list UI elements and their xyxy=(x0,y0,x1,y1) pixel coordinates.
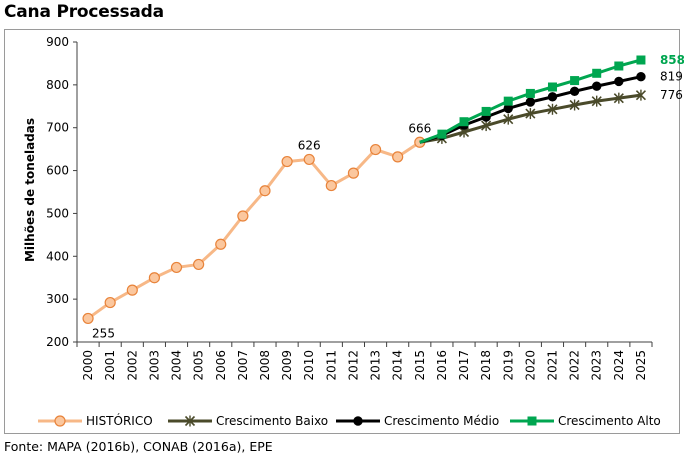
data-label: 255 xyxy=(92,326,115,340)
series-line-hist-rico xyxy=(87,141,421,320)
data-point xyxy=(614,76,624,87)
y-tick-label: 700 xyxy=(46,121,69,135)
x-tick-label: 2014 xyxy=(391,350,405,381)
x-tick-label: 2003 xyxy=(147,350,161,381)
x-tick-label: 2010 xyxy=(302,350,316,381)
x-tick-label: 2015 xyxy=(413,350,427,381)
data-point xyxy=(614,61,624,71)
data-point xyxy=(481,120,492,132)
data-point xyxy=(259,185,271,197)
data-point xyxy=(570,76,580,86)
data-point xyxy=(525,97,536,107)
data-point xyxy=(591,95,602,107)
y-tick-label: 500 xyxy=(46,206,69,220)
data-point xyxy=(281,155,293,168)
x-tick-label: 2004 xyxy=(170,350,184,381)
legend-label: Crescimento Alto xyxy=(558,414,661,428)
legend-marker xyxy=(353,416,363,426)
data-point xyxy=(503,96,513,106)
data-point xyxy=(437,129,447,139)
series-lines xyxy=(82,55,647,325)
data-point xyxy=(347,167,360,179)
chart-frame xyxy=(4,29,680,434)
data-point xyxy=(547,92,558,102)
y-tick-label: 400 xyxy=(46,249,69,263)
data-point xyxy=(459,117,469,127)
x-tick-label: 2025 xyxy=(634,350,648,381)
x-tick-label: 2019 xyxy=(501,350,515,381)
data-point xyxy=(569,99,580,111)
data-label: 626 xyxy=(298,138,321,152)
data-point xyxy=(325,179,337,192)
x-tick-label: 2002 xyxy=(125,350,139,381)
x-tick-label: 2009 xyxy=(280,350,294,381)
data-labels: 255 626 666 858 819 776 xyxy=(92,53,684,340)
y-axis-label: Milhões de toneladas xyxy=(23,118,37,262)
data-point xyxy=(525,108,536,120)
legend-marker xyxy=(527,416,537,426)
legend-marker xyxy=(184,415,196,427)
data-label: 819 xyxy=(660,70,683,84)
data-point xyxy=(635,89,647,101)
x-tick-label: 2013 xyxy=(369,350,383,381)
data-point xyxy=(126,284,138,296)
y-tick-label: 900 xyxy=(46,35,69,49)
data-point xyxy=(503,113,514,125)
data-point xyxy=(104,296,116,309)
data-point xyxy=(569,86,580,96)
data-point xyxy=(369,143,382,156)
legend-marker xyxy=(54,415,66,427)
data-point xyxy=(303,153,315,166)
axes: 200 300 400 500 600 700 800 900 2000 2001 2002 2003… xyxy=(46,35,653,381)
data-label: 858 xyxy=(660,53,684,67)
data-point xyxy=(237,210,249,222)
x-tick-label: 2000 xyxy=(81,350,95,381)
chart-title: Cana Processada xyxy=(4,2,164,22)
x-tick-label: 2005 xyxy=(192,350,206,381)
x-tick-label: 2022 xyxy=(568,350,582,381)
y-tick-label: 300 xyxy=(46,292,69,306)
data-point xyxy=(636,72,646,82)
x-tick-label: 2021 xyxy=(545,350,559,381)
data-point xyxy=(525,88,535,98)
x-tick-label: 2023 xyxy=(590,350,604,381)
x-tick-label: 2007 xyxy=(236,350,250,381)
x-tick-label: 2001 xyxy=(103,350,117,381)
data-point xyxy=(592,68,602,78)
data-point xyxy=(82,312,94,325)
source-note: Fonte: MAPA (2016b), CONAB (2016a), EPE xyxy=(4,439,273,454)
x-tick-label: 2016 xyxy=(435,350,449,381)
x-tick-label: 2020 xyxy=(523,350,537,381)
data-label: 776 xyxy=(660,88,683,102)
data-point xyxy=(547,82,557,92)
data-point xyxy=(481,106,491,116)
legend-label: Crescimento Baixo xyxy=(216,414,328,428)
data-point xyxy=(215,238,227,250)
x-tick-label: 2017 xyxy=(457,350,471,381)
data-point xyxy=(592,81,602,91)
y-tick-label: 600 xyxy=(46,164,69,178)
x-tick-label: 2008 xyxy=(258,350,272,381)
data-point xyxy=(636,55,646,65)
data-point xyxy=(170,261,183,274)
legend-label: Crescimento Médio xyxy=(384,414,499,428)
x-tick-label: 2018 xyxy=(479,350,493,381)
x-tick-label: 2024 xyxy=(612,350,626,381)
data-point xyxy=(392,151,404,163)
legend-label: HISTÓRICO xyxy=(86,413,153,428)
data-point xyxy=(547,103,558,115)
x-tick-label: 2006 xyxy=(214,350,228,381)
y-tick-label: 200 xyxy=(46,335,69,349)
y-tick-label: 800 xyxy=(46,78,69,92)
legend: HISTÓRICO Crescimento Baixo Crescimento Mé… xyxy=(38,413,661,428)
x-tick-label: 2011 xyxy=(324,350,338,381)
data-point xyxy=(148,272,161,284)
data-label: 666 xyxy=(408,121,431,135)
data-point xyxy=(613,92,624,104)
data-point xyxy=(193,258,205,271)
x-tick-label: 2012 xyxy=(346,350,360,381)
